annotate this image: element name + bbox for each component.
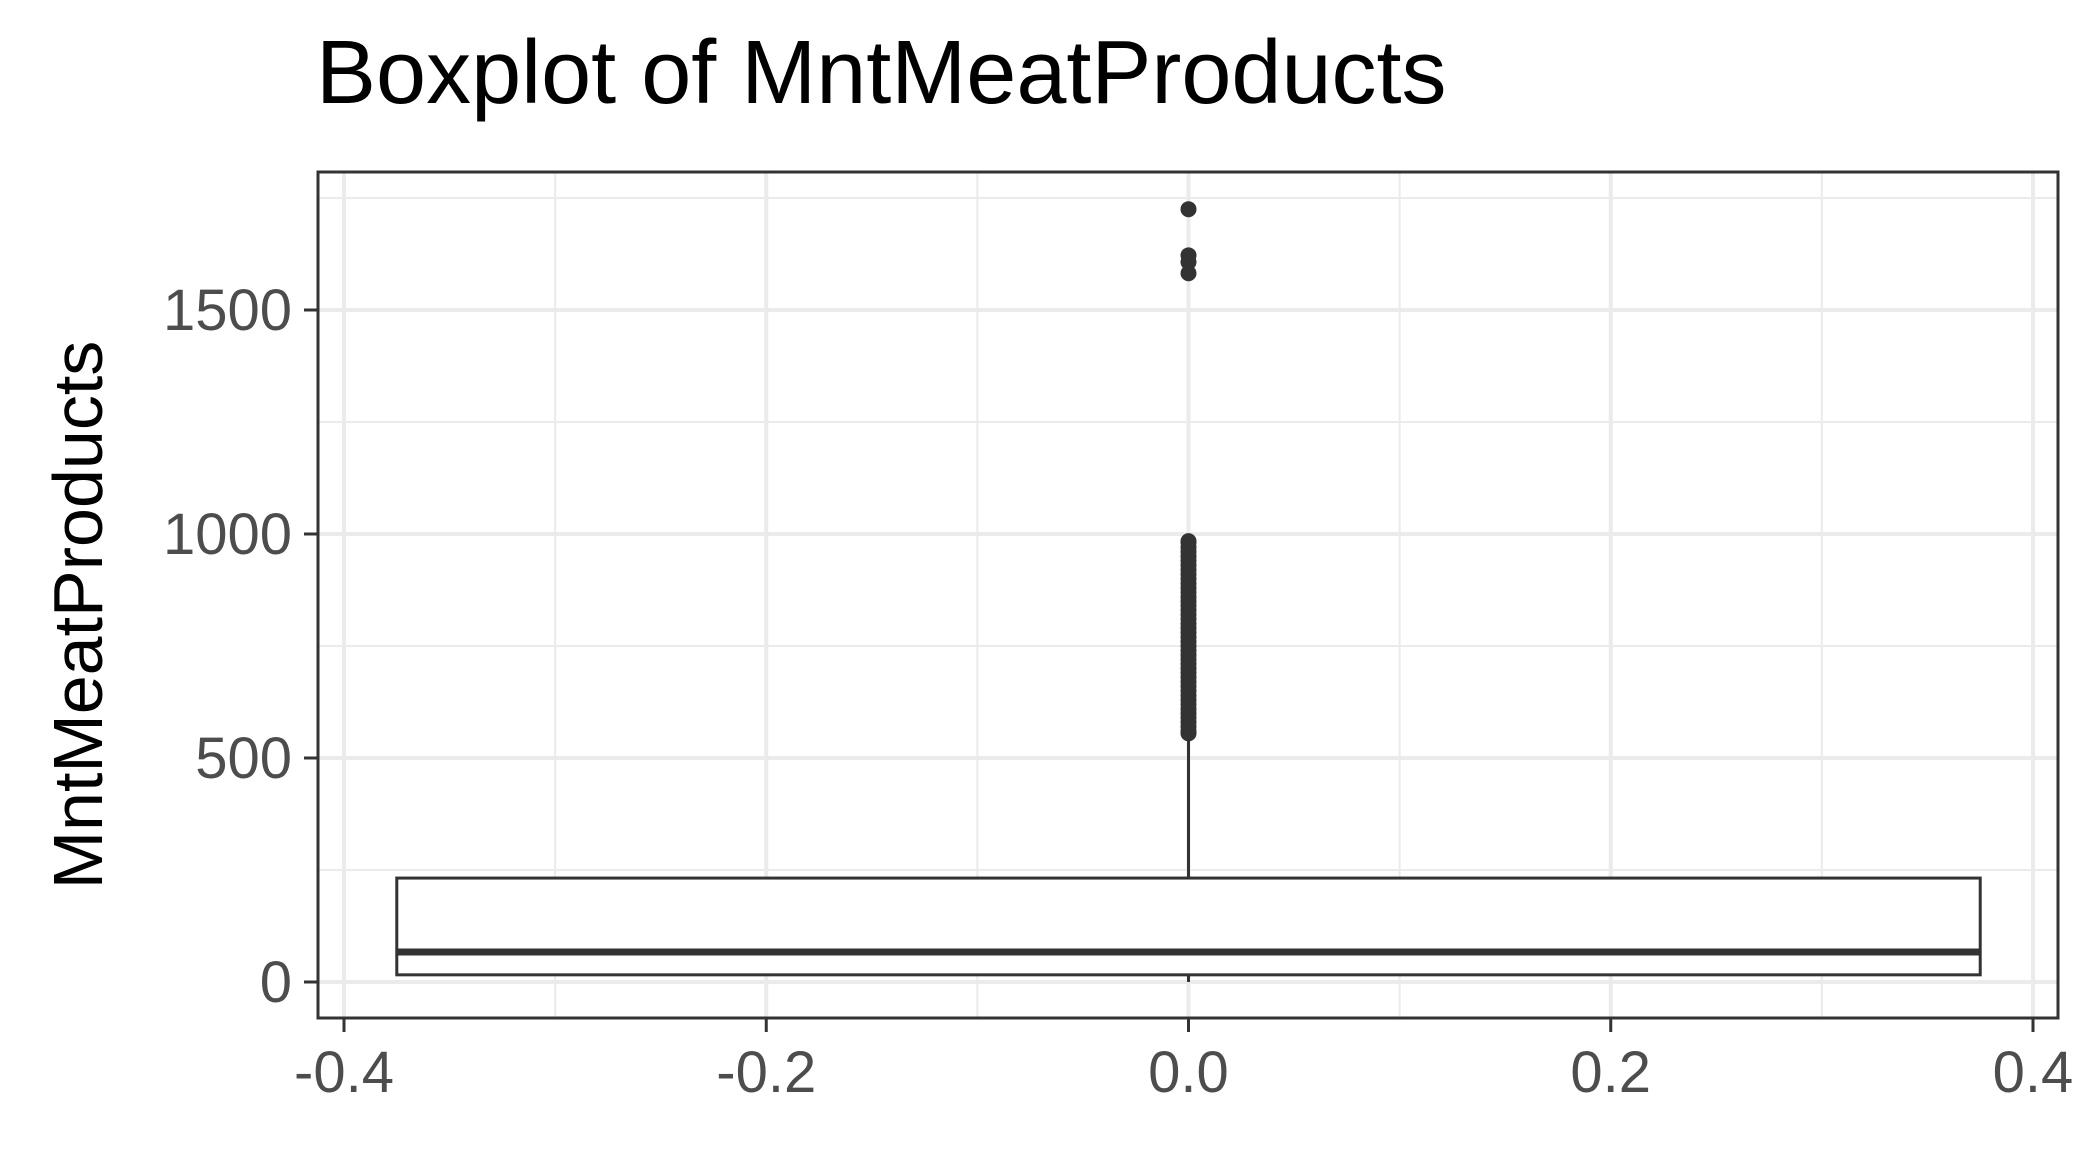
y-axis: 0 500 1000 1500 [163,278,318,1015]
outlier-point [1180,247,1197,264]
x-tick-label: 0.0 [1148,1040,1229,1105]
boxplot-box [395,735,1982,982]
outlier-point [1180,265,1197,282]
y-tick-label: 1000 [163,502,292,567]
y-tick-label: 1500 [163,278,292,343]
x-tick-label: 0.4 [1993,1040,2074,1105]
y-axis-title: MntMeatProducts [39,341,117,890]
iqr-box [395,876,1982,977]
x-tick-label: -0.2 [716,1040,816,1105]
y-tick-label: 500 [195,726,292,791]
chart-title: Boxplot of MntMeatProducts [316,23,1447,123]
x-axis: -0.4 -0.2 0.0 0.2 0.4 [294,1018,2073,1105]
outlier-point [1180,533,1197,550]
outlier-points [1180,201,1197,742]
y-tick-label: 0 [260,950,292,1015]
x-tick-label: -0.4 [294,1040,394,1105]
outlier-point [1180,201,1197,218]
x-tick-label: 0.2 [1570,1040,1651,1105]
